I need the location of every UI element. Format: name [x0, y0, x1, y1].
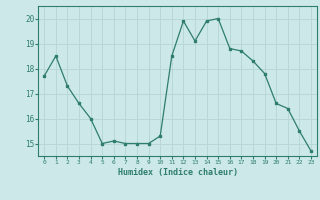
- X-axis label: Humidex (Indice chaleur): Humidex (Indice chaleur): [118, 168, 238, 177]
